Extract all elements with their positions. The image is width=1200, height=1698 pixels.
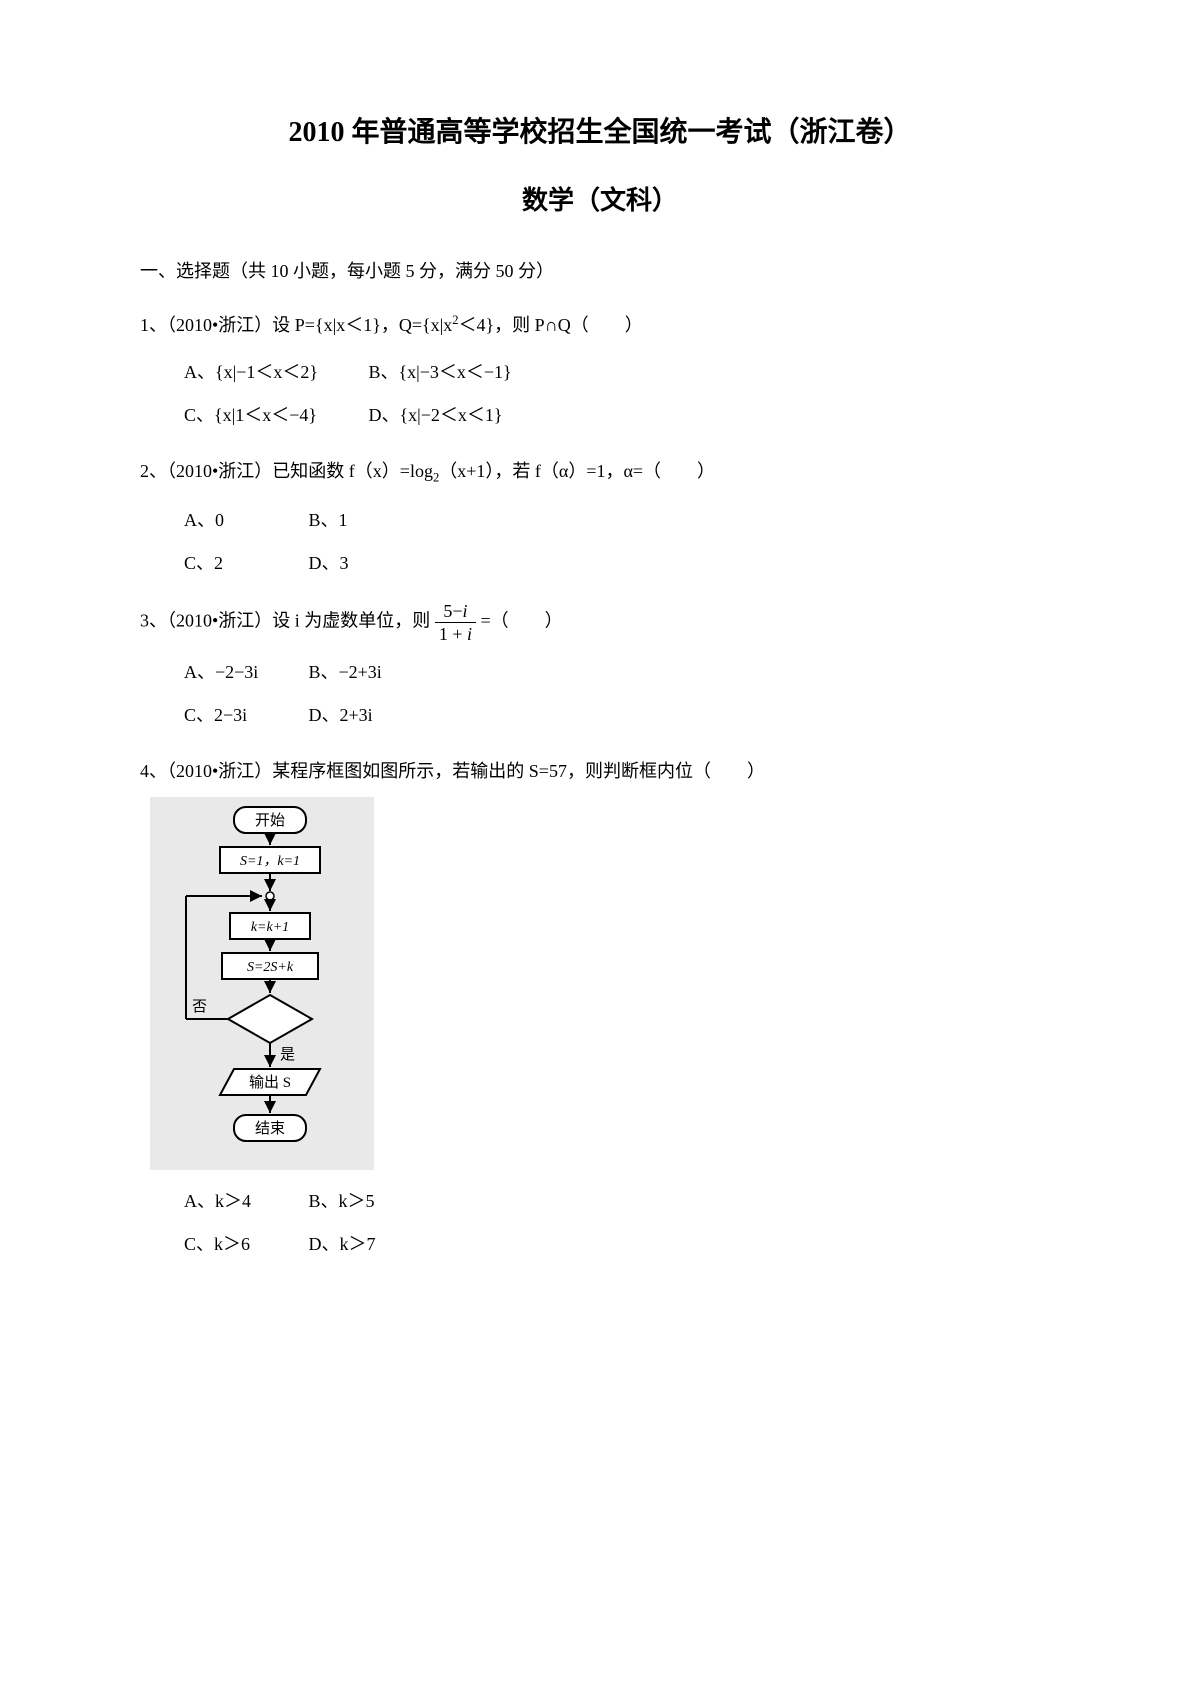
- flow-step2: S=2S+k: [247, 960, 294, 975]
- page-title: 2010 年普通高等学校招生全国统一考试（浙江卷）: [140, 110, 1060, 150]
- q4-optA: A、k＞4: [184, 1180, 304, 1223]
- question-1: 1、（2010•浙江）设 P={x|x＜1}，Q={x|x2＜4}，则 P∩Q（…: [140, 307, 1060, 343]
- q1-optC: C、{x|1＜x＜−4}: [184, 394, 364, 437]
- question-4: 4、（2010•浙江）某程序框图如图所示，若输出的 S=57，则判断框内位（ ）: [140, 753, 1060, 789]
- q3-stem-post: =（ ）: [480, 610, 562, 630]
- q2-optB: B、1: [309, 499, 489, 542]
- q4-optB: B、k＞5: [309, 1180, 489, 1223]
- q2-optA: A、0: [184, 499, 304, 542]
- flowchart-svg: 开始 S=1，k=1 k=k+1 S=2S+k: [152, 801, 372, 1161]
- q2-optC: C、2: [184, 542, 304, 585]
- q1-optA: A、{x|−1＜x＜2}: [184, 351, 364, 394]
- flow-yes: 是: [280, 1047, 295, 1063]
- section-header: 一、选择题（共 10 小题，每小题 5 分，满分 50 分）: [140, 257, 1060, 283]
- q3-optD: D、2+3i: [309, 694, 489, 737]
- q1-options: A、{x|−1＜x＜2} B、{x|−3＜x＜−1} C、{x|1＜x＜−4} …: [140, 351, 1060, 437]
- q3-optB: B、−2+3i: [309, 651, 489, 694]
- q3-fraction: 5−i 1 + i: [435, 602, 476, 643]
- flow-init: S=1，k=1: [240, 854, 300, 869]
- q3-den: 1 + i: [439, 624, 472, 644]
- q1-optD: D、{x|−2＜x＜1}: [369, 394, 549, 437]
- q3-optC: C、2−3i: [184, 694, 304, 737]
- q2-stem-post: （x+1），若 f（α）=1，α=（ ）: [439, 461, 715, 481]
- flow-no: 否: [192, 999, 207, 1015]
- question-2: 2、（2010•浙江）已知函数 f（x）=log2（x+1），若 f（α）=1，…: [140, 453, 1060, 491]
- page-subtitle: 数学（文科）: [140, 180, 1060, 217]
- q4-optD: D、k＞7: [309, 1223, 489, 1266]
- q4-optC: C、k＞6: [184, 1223, 304, 1266]
- flow-end: 结束: [255, 1120, 285, 1137]
- q2-optD: D、3: [309, 542, 489, 585]
- flowchart: 开始 S=1，k=1 k=k+1 S=2S+k: [150, 797, 374, 1170]
- q1-optB: B、{x|−3＜x＜−1}: [369, 351, 549, 394]
- q3-optA: A、−2−3i: [184, 651, 304, 694]
- q2-stem-pre: 2、（2010•浙江）已知函数 f（x）=log: [140, 461, 433, 481]
- q1-stem-pre: 1、（2010•浙江）设 P={x|x＜1}，Q={x|x: [140, 315, 452, 335]
- q2-options: A、0 B、1 C、2 D、3: [140, 499, 1060, 585]
- question-3: 3、（2010•浙江）设 i 为虚数单位，则 5−i 1 + i =（ ）: [140, 602, 1060, 643]
- flow-output: 输出 S: [249, 1074, 291, 1091]
- flow-start: 开始: [255, 812, 285, 829]
- q3-stem-pre: 3、（2010•浙江）设 i 为虚数单位，则: [140, 610, 430, 630]
- q3-num: 5−i: [443, 601, 467, 621]
- flowchart-container: 开始 S=1，k=1 k=k+1 S=2S+k: [140, 797, 1060, 1170]
- q1-stem-post: ＜4}，则 P∩Q（ ）: [459, 315, 643, 335]
- q4-options: A、k＞4 B、k＞5 C、k＞6 D、k＞7: [140, 1180, 1060, 1266]
- flow-step1: k=k+1: [251, 920, 289, 935]
- q3-options: A、−2−3i B、−2+3i C、2−3i D、2+3i: [140, 651, 1060, 737]
